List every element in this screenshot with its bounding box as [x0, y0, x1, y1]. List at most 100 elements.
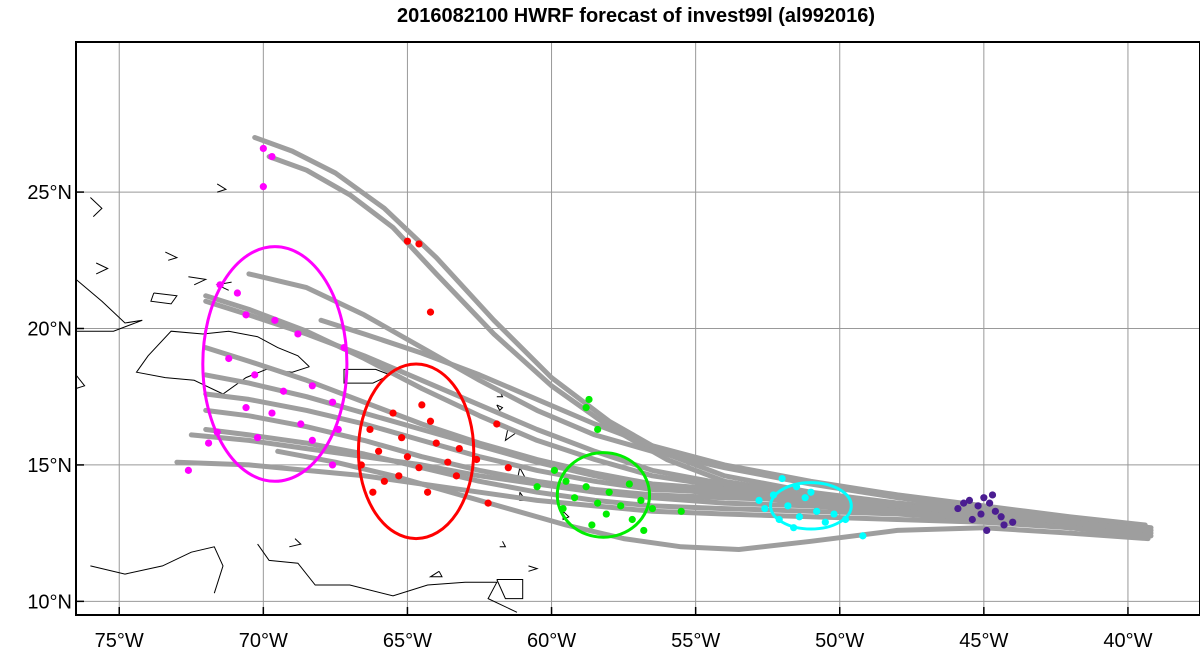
forecast-position-day2: [830, 510, 838, 518]
x-tick-label: 60°W: [527, 630, 576, 652]
forecast-position-day5: [271, 316, 279, 324]
forecast-position-day1: [980, 494, 988, 502]
coastline: [289, 538, 302, 548]
forecast-position-day5: [184, 466, 192, 474]
forecast-position-day4: [426, 417, 435, 425]
forecast-position-day1: [988, 491, 997, 499]
ensemble-track: [203, 298, 1154, 533]
y-tick-label: 25°N: [27, 182, 72, 204]
forecast-position-day5: [268, 409, 276, 417]
ensemble-track: [203, 372, 1151, 539]
forecast-position-day5: [308, 436, 316, 444]
forecast-position-day2: [795, 513, 803, 521]
coastline: [428, 570, 443, 578]
x-tick-label: 75°W: [95, 630, 144, 652]
forecast-position-day3: [550, 466, 559, 474]
forecast-position-day1: [968, 515, 976, 524]
forecast-position-day4: [418, 401, 426, 409]
forecast-position-day4: [504, 464, 512, 472]
x-tick-label: 55°W: [671, 630, 720, 652]
x-tick-label: 65°W: [383, 630, 432, 652]
ensemble-track: [174, 459, 1154, 536]
coastline: [257, 543, 518, 613]
forecast-position-day1: [991, 507, 999, 515]
forecast-position-day1: [974, 502, 982, 510]
coastline: [150, 292, 178, 305]
forecast-position-day4: [455, 444, 463, 453]
forecast-position-day2: [790, 524, 798, 532]
forecast-position-day4: [432, 439, 440, 447]
forecast-position-day2: [792, 483, 801, 491]
forecast-position-day4: [444, 458, 452, 466]
forecast-position-day2: [801, 494, 809, 502]
forecast-position-day1: [1009, 518, 1017, 526]
lat-lon-grid: [76, 42, 1200, 615]
forecast-position-day1: [1000, 521, 1008, 529]
forecast-position-day3: [582, 483, 590, 491]
forecast-position-day4: [403, 453, 412, 461]
forecast-position-day1: [986, 499, 994, 507]
forecast-position-day5: [233, 289, 241, 297]
forecast-position-day3: [594, 425, 602, 434]
forecast-position-day5: [340, 344, 348, 352]
forecast-position-day3: [562, 477, 570, 485]
y-tick-label: 20°N: [27, 319, 72, 341]
forecast-positions: [184, 144, 1017, 540]
forecast-position-day5: [328, 461, 337, 469]
coastline: [496, 404, 504, 412]
forecast-position-day4: [357, 461, 365, 469]
forecast-position-day5: [268, 153, 276, 161]
coastline: [90, 197, 103, 217]
forecast-position-day5: [242, 404, 250, 412]
forecast-position-day3: [617, 502, 625, 510]
forecast-position-day4: [493, 420, 501, 428]
forecast-position-day5: [242, 311, 250, 319]
forecast-position-day5: [308, 382, 316, 390]
forecast-position-day5: [334, 425, 342, 434]
forecast-position-day5: [204, 439, 213, 447]
forecast-position-day4: [398, 434, 406, 442]
forecast-position-day4: [484, 499, 492, 507]
coastline: [75, 279, 143, 332]
forecast-position-day5: [253, 434, 262, 442]
forecast-position-day1: [983, 526, 991, 535]
uncertainty-ellipses: [201, 245, 853, 541]
forecast-position-day3: [605, 488, 613, 496]
x-tick-label: 70°W: [239, 630, 288, 652]
forecast-position-day2: [761, 504, 769, 513]
forecast-position-day1: [977, 510, 985, 518]
forecast-position-day5: [213, 428, 221, 436]
ensemble-track: [275, 448, 1151, 552]
forecast-position-day4: [473, 455, 481, 464]
forecast-position-day2: [821, 518, 829, 526]
coastline: [165, 251, 179, 261]
forecast-position-day4: [403, 237, 412, 245]
forecast-position-day3: [637, 496, 645, 504]
forecast-position-day5: [279, 387, 288, 395]
forecast-position-day2: [841, 515, 850, 524]
forecast-position-day3: [628, 515, 636, 524]
forecast-position-day1: [997, 513, 1005, 521]
forecast-position-day3: [588, 521, 596, 529]
uncertainty-ellipse-day2: [769, 481, 853, 531]
forecast-position-day3: [677, 507, 685, 515]
forecast-position-day3: [648, 504, 657, 513]
coastline: [90, 546, 224, 594]
forecast-position-day4: [380, 477, 388, 485]
coastline: [499, 541, 507, 548]
forecast-position-day5: [225, 354, 233, 363]
ensemble-track: [318, 317, 1148, 528]
forecast-position-day4: [452, 472, 461, 480]
forecast-position-day4: [369, 488, 377, 496]
uncertainty-ellipse-day3: [555, 451, 652, 539]
forecast-position-day5: [251, 371, 259, 379]
forecast-position-day3: [570, 494, 579, 502]
forecast-position-day4: [395, 472, 403, 480]
y-tick-label: 15°N: [27, 455, 72, 477]
forecast-position-day2: [813, 507, 821, 515]
longitude-ticks: 75°W 70°W 65°W 60°W 55°W 50°W 45°W 40°W: [95, 607, 1153, 652]
forecast-position-day5: [297, 420, 305, 428]
forecast-position-day3: [602, 510, 610, 518]
forecast-position-day1: [954, 504, 962, 513]
coastline: [188, 276, 208, 286]
